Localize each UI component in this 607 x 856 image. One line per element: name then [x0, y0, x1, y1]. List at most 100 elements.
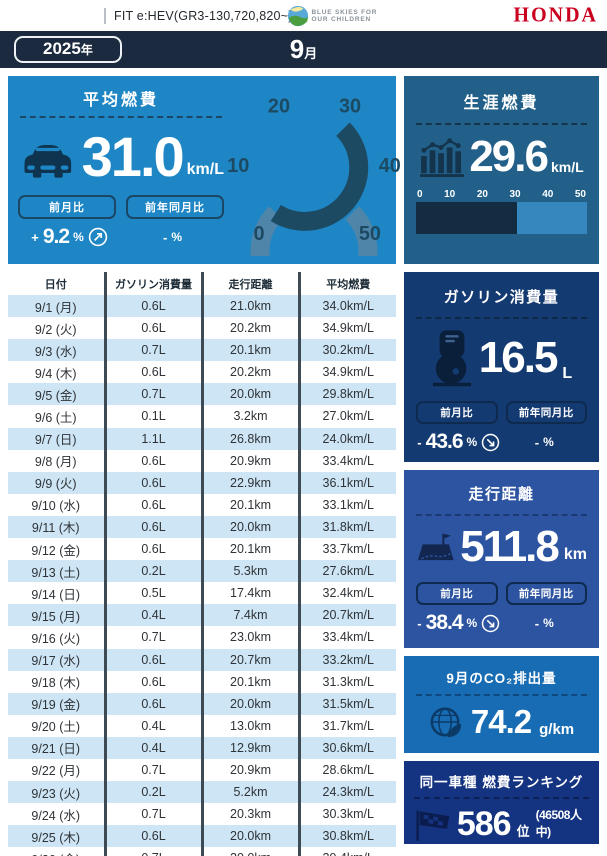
table-cell: 9/21 (日) [8, 736, 107, 759]
gauge-tick: 30 [339, 95, 361, 117]
prev-year-label: 前年同月比 [505, 582, 587, 605]
table-cell: 20.9km [202, 449, 301, 472]
lifetime-fuel-economy-card: 生涯燃費 29.6 km/L 0 10 [404, 76, 599, 264]
dashed-divider [416, 694, 587, 696]
ranking-unit: 位 [516, 824, 530, 839]
table-cell: 9/16 (火) [8, 626, 107, 649]
prev-month-change: - 38.4 % [416, 611, 502, 635]
lifetime-bar-rest [517, 202, 587, 234]
gasoline-unit: L [562, 365, 573, 382]
average-unit: km/L [186, 161, 224, 179]
table-cell: 3.2km [202, 405, 301, 428]
col-distance: 走行距離 [202, 272, 301, 295]
table-cell: 0.6L [105, 515, 204, 539]
table-cell: 30.6km/L [299, 736, 396, 759]
table-cell: 5.3km [202, 560, 301, 583]
table-cell: 0.2L [105, 781, 204, 804]
table-cell: 32.4km/L [322, 586, 374, 601]
table-cell: 9/2 (火) [8, 317, 107, 340]
dashed-divider [416, 317, 587, 319]
table-cell: 9/24 (水) [8, 803, 107, 826]
table-row: 9/21 (日) 0.4L 12.9km 30.6km/L [8, 736, 396, 759]
ranking-title: 同一車種 燃費ランキング [419, 775, 584, 790]
table-cell: 0.6L [105, 317, 204, 340]
table-cell: 9/10 (水) [8, 493, 107, 516]
table-cell: 9/12 (金) [8, 538, 107, 561]
dashed-divider [20, 116, 222, 118]
table-cell: 33.4km/L [322, 453, 374, 468]
distance-unit: km [563, 546, 587, 563]
fuel-pump-icon [432, 330, 471, 387]
table-row: 9/18 (木) 0.6L 20.1km 31.3km/L [8, 670, 396, 693]
table-cell: 9/5 (金) [8, 383, 107, 406]
table-cell: 9/9 (火) [8, 471, 107, 494]
period-bar: 2025年 9月 [0, 31, 607, 68]
table-cell: 20.7km [202, 648, 301, 671]
dashed-divider [416, 123, 587, 125]
trend-down-icon [481, 433, 500, 451]
gauge-tick: 10 [227, 155, 249, 177]
table-cell: 20.0km [202, 692, 301, 715]
table-row: 9/15 (月) 0.4L 7.4km 20.7km/L [8, 604, 396, 627]
table-cell: 0.6L [105, 449, 204, 472]
month-title: 9月 [289, 34, 318, 64]
lifetime-title: 生涯燃費 [463, 95, 540, 112]
table-cell: 26.8km [202, 427, 301, 450]
dashboard: 平均燃費 31.0 km/L 前月比 前年同月比 [0, 68, 607, 856]
table-cell: 30.8km/L [299, 825, 396, 848]
table-cell: 20.0km [202, 847, 301, 856]
prev-month-label: 前月比 [416, 582, 498, 605]
daily-fuel-table: 日付 ガソリン消費量 走行距離 平均燃費 9/1 (月) 0.6L 21.0km 34… [8, 272, 396, 856]
table-row: 9/8 (月) 0.6L 20.9km 33.4km/L [8, 449, 396, 472]
gauge-tick: 20 [268, 95, 290, 117]
table-cell: 0.4L [105, 604, 204, 627]
table-cell: 0.7L [105, 758, 204, 782]
fuel-ranking-card: 同一車種 燃費ランキング 586 位 (46508人中) [404, 761, 599, 844]
year-value: 2025 [43, 39, 81, 58]
table-cell: 0.7L [105, 383, 204, 406]
prev-month-label: 前月比 [18, 195, 116, 220]
table-cell: 31.3km/L [322, 674, 374, 689]
col-average: 平均燃費 [299, 272, 396, 295]
table-cell: 9/17 (水) [8, 648, 107, 671]
table-cell: 33.1km/L [322, 497, 374, 512]
table-row: 9/11 (木) 0.6L 20.0km 31.8km/L [8, 515, 396, 539]
header-divider [104, 7, 106, 24]
table-row: 9/16 (火) 0.7L 23.0km 33.4km/L [8, 626, 396, 649]
table-cell: 20.0km [202, 515, 301, 539]
table-cell: 9/8 (月) [8, 449, 107, 472]
table-cell: 34.0km/L [299, 295, 396, 318]
average-fuel-economy-card: 平均燃費 31.0 km/L 前月比 前年同月比 [8, 76, 401, 264]
table-cell: 22.9km [202, 471, 301, 494]
car-icon [24, 145, 72, 178]
table-cell: 0.6L [105, 538, 204, 561]
table-cell: 12.9km [202, 736, 301, 759]
table-cell: 0.4L [105, 714, 204, 737]
table-row: 9/22 (月) 0.7L 20.9km 28.6km/L [8, 758, 396, 782]
co2-title: 9月のCO₂排出量 [446, 671, 557, 686]
fuel-table-body: 9/1 (月) 0.6L 21.0km 34.0km/L 9/2 (火) 0.6L 20.2… [8, 295, 396, 856]
table-cell: 0.2L [105, 560, 204, 583]
honda-wordmark: HONDA [513, 3, 598, 27]
table-cell: 0.6L [105, 692, 204, 715]
table-cell: 24.3km/L [299, 781, 396, 804]
table-cell: 30.2km/L [299, 339, 396, 362]
table-cell: 20.1km [202, 493, 301, 516]
table-cell: 5.2km [202, 781, 301, 804]
lifetime-value: 29.6 [469, 132, 549, 182]
trend-up-icon [88, 228, 107, 247]
table-cell: 0.4L [105, 736, 204, 759]
co2-value: 74.2 [470, 703, 532, 740]
fuel-economy-gauge: 0 10 20 30 40 50 [224, 86, 404, 256]
vehicle-model-label: FIT e:HEV(GR3-130,720,820~) [114, 8, 293, 23]
table-cell: 20.3km [202, 803, 301, 826]
blue-skies-globe-icon [287, 5, 308, 26]
year-selector-button[interactable]: 2025年 [14, 36, 122, 63]
gauge-tick: 0 [254, 223, 265, 245]
gauge-track [250, 206, 378, 256]
table-cell: 27.0km/L [322, 409, 374, 424]
table-cell: 0.6L [105, 295, 204, 318]
table-cell: 7.4km [202, 604, 301, 627]
ranking-value: 586 [456, 805, 512, 843]
